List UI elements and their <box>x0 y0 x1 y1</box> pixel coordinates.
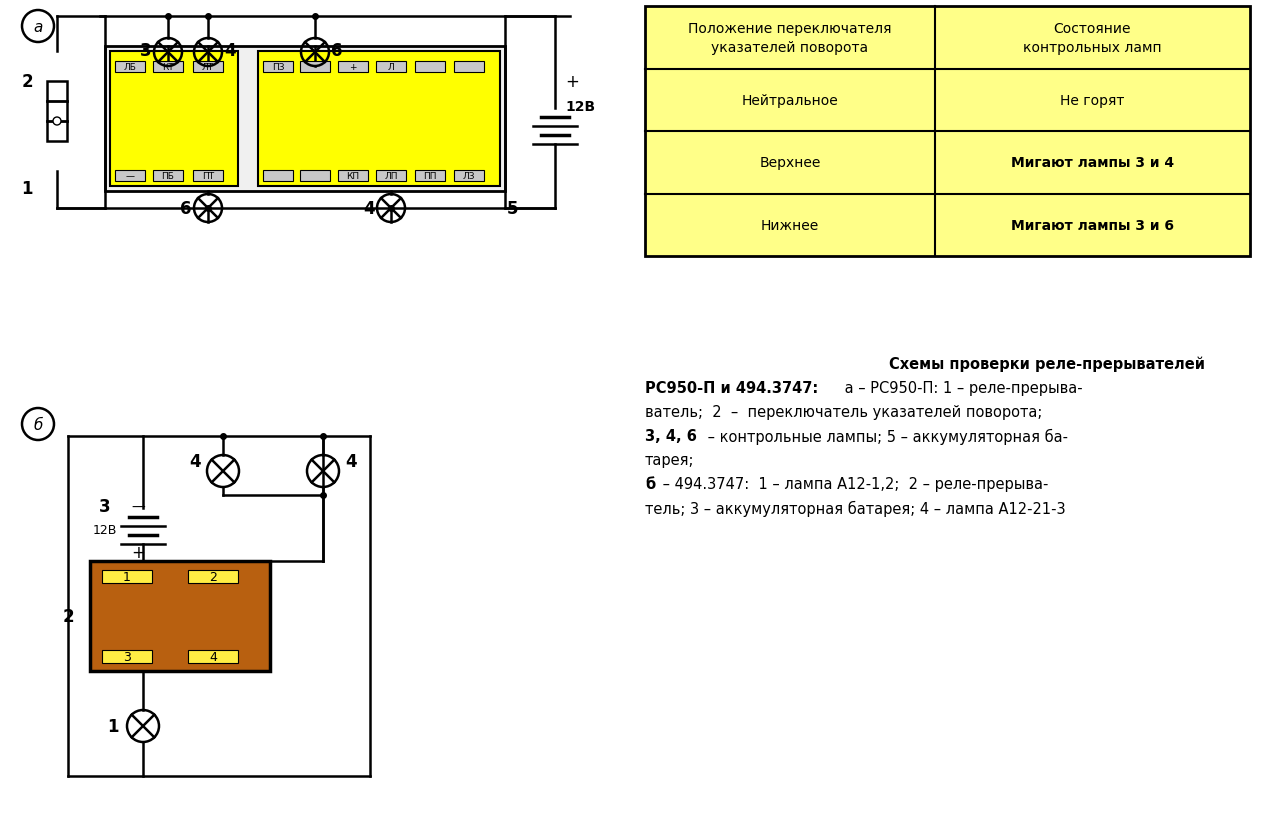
Bar <box>453 62 484 73</box>
Text: тарея;: тарея; <box>645 452 695 467</box>
Text: Мигают лампы 3 и 6: Мигают лампы 3 и 6 <box>1011 218 1173 232</box>
Bar <box>453 171 484 181</box>
Bar <box>193 62 224 73</box>
Bar <box>116 62 145 73</box>
Text: 6: 6 <box>180 200 192 217</box>
Text: —: — <box>131 501 145 514</box>
Text: Положение переключателя
указателей поворота: Положение переключателя указателей повор… <box>688 22 892 55</box>
Text: тель; 3 – аккумуляторная батарея; 4 – лампа А12-21-3: тель; 3 – аккумуляторная батарея; 4 – ла… <box>645 501 1066 517</box>
Bar <box>376 171 406 181</box>
Bar <box>152 62 183 73</box>
Text: Л: Л <box>387 63 395 72</box>
Bar <box>300 171 330 181</box>
Bar <box>263 171 293 181</box>
Text: 12В: 12В <box>565 99 596 114</box>
Bar <box>338 171 368 181</box>
Text: КТ: КТ <box>163 63 174 72</box>
Text: Верхнее: Верхнее <box>759 156 820 170</box>
Text: ПТ: ПТ <box>202 171 215 181</box>
Text: б: б <box>33 417 43 432</box>
Text: ПП: ПП <box>423 171 437 181</box>
Text: +: + <box>349 63 357 72</box>
Text: Нейтральное: Нейтральное <box>742 94 838 108</box>
Text: КП: КП <box>347 171 359 181</box>
Text: 2: 2 <box>210 570 217 584</box>
Text: 1: 1 <box>22 180 33 198</box>
Text: 4: 4 <box>189 452 201 471</box>
Bar <box>645 7 1250 257</box>
Text: +: + <box>131 543 145 561</box>
Bar <box>300 62 330 73</box>
Bar <box>415 62 444 73</box>
Bar <box>152 171 183 181</box>
Text: 3: 3 <box>140 42 152 60</box>
Text: а – РС950-П: 1 – реле-прерыва-: а – РС950-П: 1 – реле-прерыва- <box>839 380 1082 395</box>
Text: 6: 6 <box>331 42 343 60</box>
Bar <box>263 62 293 73</box>
Text: ПБ: ПБ <box>161 171 174 181</box>
Text: – 494.3747:  1 – лампа А12-1,2;  2 – реле-прерыва-: – 494.3747: 1 – лампа А12-1,2; 2 – реле-… <box>658 477 1048 492</box>
Text: ЛТ: ЛТ <box>202 63 215 72</box>
Text: РС950-П и 494.3747:: РС950-П и 494.3747: <box>645 380 818 395</box>
Text: ЛБ: ЛБ <box>123 63 136 72</box>
Bar <box>102 650 152 663</box>
Text: 12В: 12В <box>93 524 117 537</box>
Text: Схемы проверки реле-прерывателей: Схемы проверки реле-прерывателей <box>889 357 1205 372</box>
Text: – контрольные лампы; 5 – аккумуляторная ба-: – контрольные лампы; 5 – аккумуляторная … <box>704 429 1068 445</box>
Bar <box>188 570 237 584</box>
Text: 2: 2 <box>22 73 33 91</box>
Text: 2: 2 <box>62 607 74 625</box>
Text: 3: 3 <box>99 497 110 515</box>
Bar <box>116 171 145 181</box>
Bar <box>338 62 368 73</box>
Bar <box>90 561 271 671</box>
Text: +: + <box>565 73 579 91</box>
Text: Состояние
контрольных ламп: Состояние контрольных ламп <box>1024 22 1162 55</box>
Bar <box>193 171 224 181</box>
Text: 4: 4 <box>225 42 236 60</box>
Text: б: б <box>645 477 655 492</box>
Bar <box>105 47 505 191</box>
Text: 1: 1 <box>107 717 119 735</box>
Text: ПЗ: ПЗ <box>272 63 284 72</box>
Text: 4: 4 <box>345 452 357 471</box>
Text: 3: 3 <box>123 650 131 663</box>
Text: Нижнее: Нижнее <box>761 218 819 232</box>
Bar <box>110 52 237 186</box>
Bar <box>258 52 500 186</box>
Text: ЛЗ: ЛЗ <box>462 171 475 181</box>
Text: 5: 5 <box>507 200 518 217</box>
Bar <box>102 570 152 584</box>
Text: ЛП: ЛП <box>385 171 398 181</box>
Text: —: — <box>126 171 135 181</box>
Text: ватель;  2  –  переключатель указателей поворота;: ватель; 2 – переключатель указателей пов… <box>645 405 1043 420</box>
Bar <box>376 62 406 73</box>
Text: -: - <box>314 63 316 72</box>
Text: 3, 4, 6: 3, 4, 6 <box>645 429 697 443</box>
Text: Не горят: Не горят <box>1060 94 1125 108</box>
Text: 4: 4 <box>210 650 217 663</box>
Text: Мигают лампы 3 и 4: Мигают лампы 3 и 4 <box>1011 156 1173 170</box>
Bar <box>415 171 444 181</box>
Text: а: а <box>33 19 43 34</box>
Text: 1: 1 <box>123 570 131 584</box>
Bar <box>47 82 67 142</box>
Circle shape <box>53 118 61 126</box>
Text: 4: 4 <box>363 200 375 217</box>
Bar <box>188 650 237 663</box>
